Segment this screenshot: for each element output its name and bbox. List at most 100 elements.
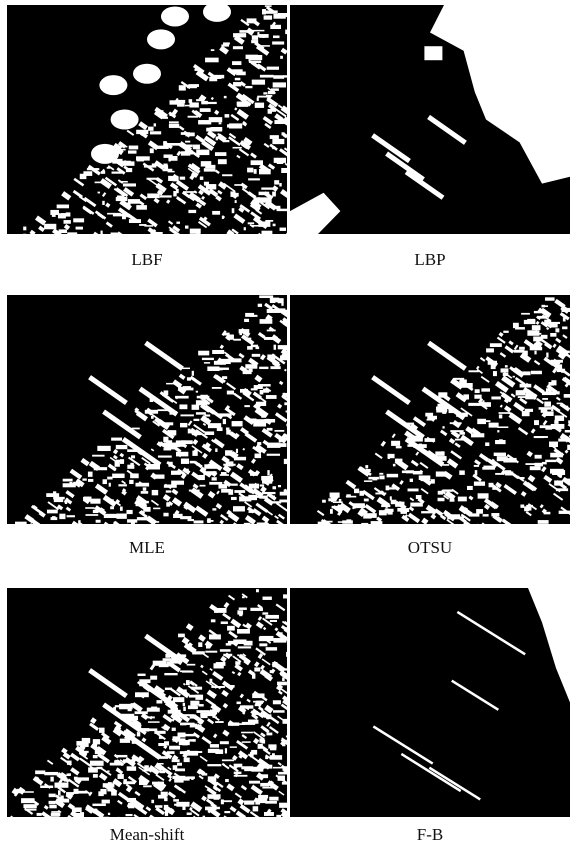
speckle [84, 497, 92, 502]
speckle [54, 497, 63, 502]
speckle [80, 812, 84, 817]
speckle [261, 231, 272, 236]
speckle [94, 467, 107, 470]
speckle [564, 394, 571, 398]
speckle [254, 169, 257, 174]
speckle [244, 405, 250, 407]
speckle [279, 803, 288, 808]
speckle [385, 509, 394, 512]
speckle [221, 621, 228, 624]
speckle [493, 371, 497, 376]
speckle [273, 75, 284, 79]
speckle [244, 319, 249, 322]
speckle [118, 817, 128, 825]
speckle [226, 461, 234, 466]
speckle [258, 744, 263, 749]
speckle [215, 152, 226, 156]
speckle [244, 523, 251, 527]
speckle [261, 774, 268, 778]
speckle [521, 313, 530, 315]
speckle [207, 764, 221, 766]
speckle [163, 658, 173, 661]
speckle [232, 421, 243, 426]
speckle [153, 508, 160, 510]
speckle [242, 187, 245, 189]
speckle [513, 376, 515, 378]
speckle [128, 709, 132, 711]
speckle [82, 478, 86, 480]
speckle [44, 772, 58, 775]
speckle [200, 108, 211, 112]
speckle [265, 615, 279, 619]
speckle [96, 520, 101, 523]
speckle [525, 463, 534, 465]
speckle [260, 484, 264, 486]
speckle [116, 445, 128, 449]
speckle [245, 364, 257, 369]
speckle [58, 213, 66, 218]
speckle [549, 382, 554, 386]
speckle [73, 218, 84, 222]
speckle [49, 805, 56, 809]
speckle [259, 643, 267, 646]
image-background [290, 588, 570, 817]
speckle [252, 673, 255, 678]
speckle [155, 805, 162, 808]
speckle [129, 146, 138, 150]
speckle [64, 220, 71, 224]
speckle [145, 410, 158, 414]
speckle [228, 641, 236, 644]
speckle [180, 423, 187, 427]
speckle [169, 746, 180, 750]
speckle [225, 450, 233, 455]
speckle [212, 477, 217, 480]
speckle [196, 400, 208, 405]
speckle [200, 177, 203, 180]
speckle [247, 168, 253, 173]
speckle [129, 480, 133, 484]
speckle [258, 384, 271, 387]
speckle [264, 15, 272, 19]
speckle [270, 25, 281, 29]
speckle [234, 457, 246, 461]
speckle [259, 496, 268, 499]
speckle [209, 679, 212, 683]
speckle [213, 663, 223, 668]
speckle [193, 145, 200, 150]
speckle [151, 800, 154, 803]
speckle [76, 227, 83, 230]
speckle [126, 510, 132, 514]
speckle [460, 379, 467, 383]
speckle [516, 390, 530, 392]
speckle [450, 430, 463, 432]
speckle [274, 345, 276, 350]
speckle [164, 154, 173, 157]
speckle [144, 765, 149, 770]
speckle [339, 499, 342, 502]
speckle [258, 304, 262, 307]
speckle [166, 490, 171, 492]
speckle [150, 148, 154, 153]
speckle [218, 159, 227, 164]
speckle [232, 61, 241, 65]
speckle [539, 407, 551, 410]
speckle [244, 641, 253, 646]
speckle [491, 396, 501, 399]
speckle [368, 477, 379, 480]
speckle [387, 474, 399, 478]
speckle [253, 816, 263, 825]
speckle [267, 309, 281, 313]
speckle [99, 728, 105, 733]
speckle [250, 608, 263, 611]
speckle [25, 809, 37, 811]
speckle [476, 524, 480, 528]
speckle [458, 497, 467, 502]
speckle [183, 707, 186, 711]
speckle [283, 310, 291, 312]
speckle [554, 480, 563, 485]
speckle [77, 791, 88, 794]
speckle [270, 298, 275, 303]
speckle [257, 442, 261, 445]
speckle [461, 383, 473, 388]
blob [147, 29, 175, 49]
